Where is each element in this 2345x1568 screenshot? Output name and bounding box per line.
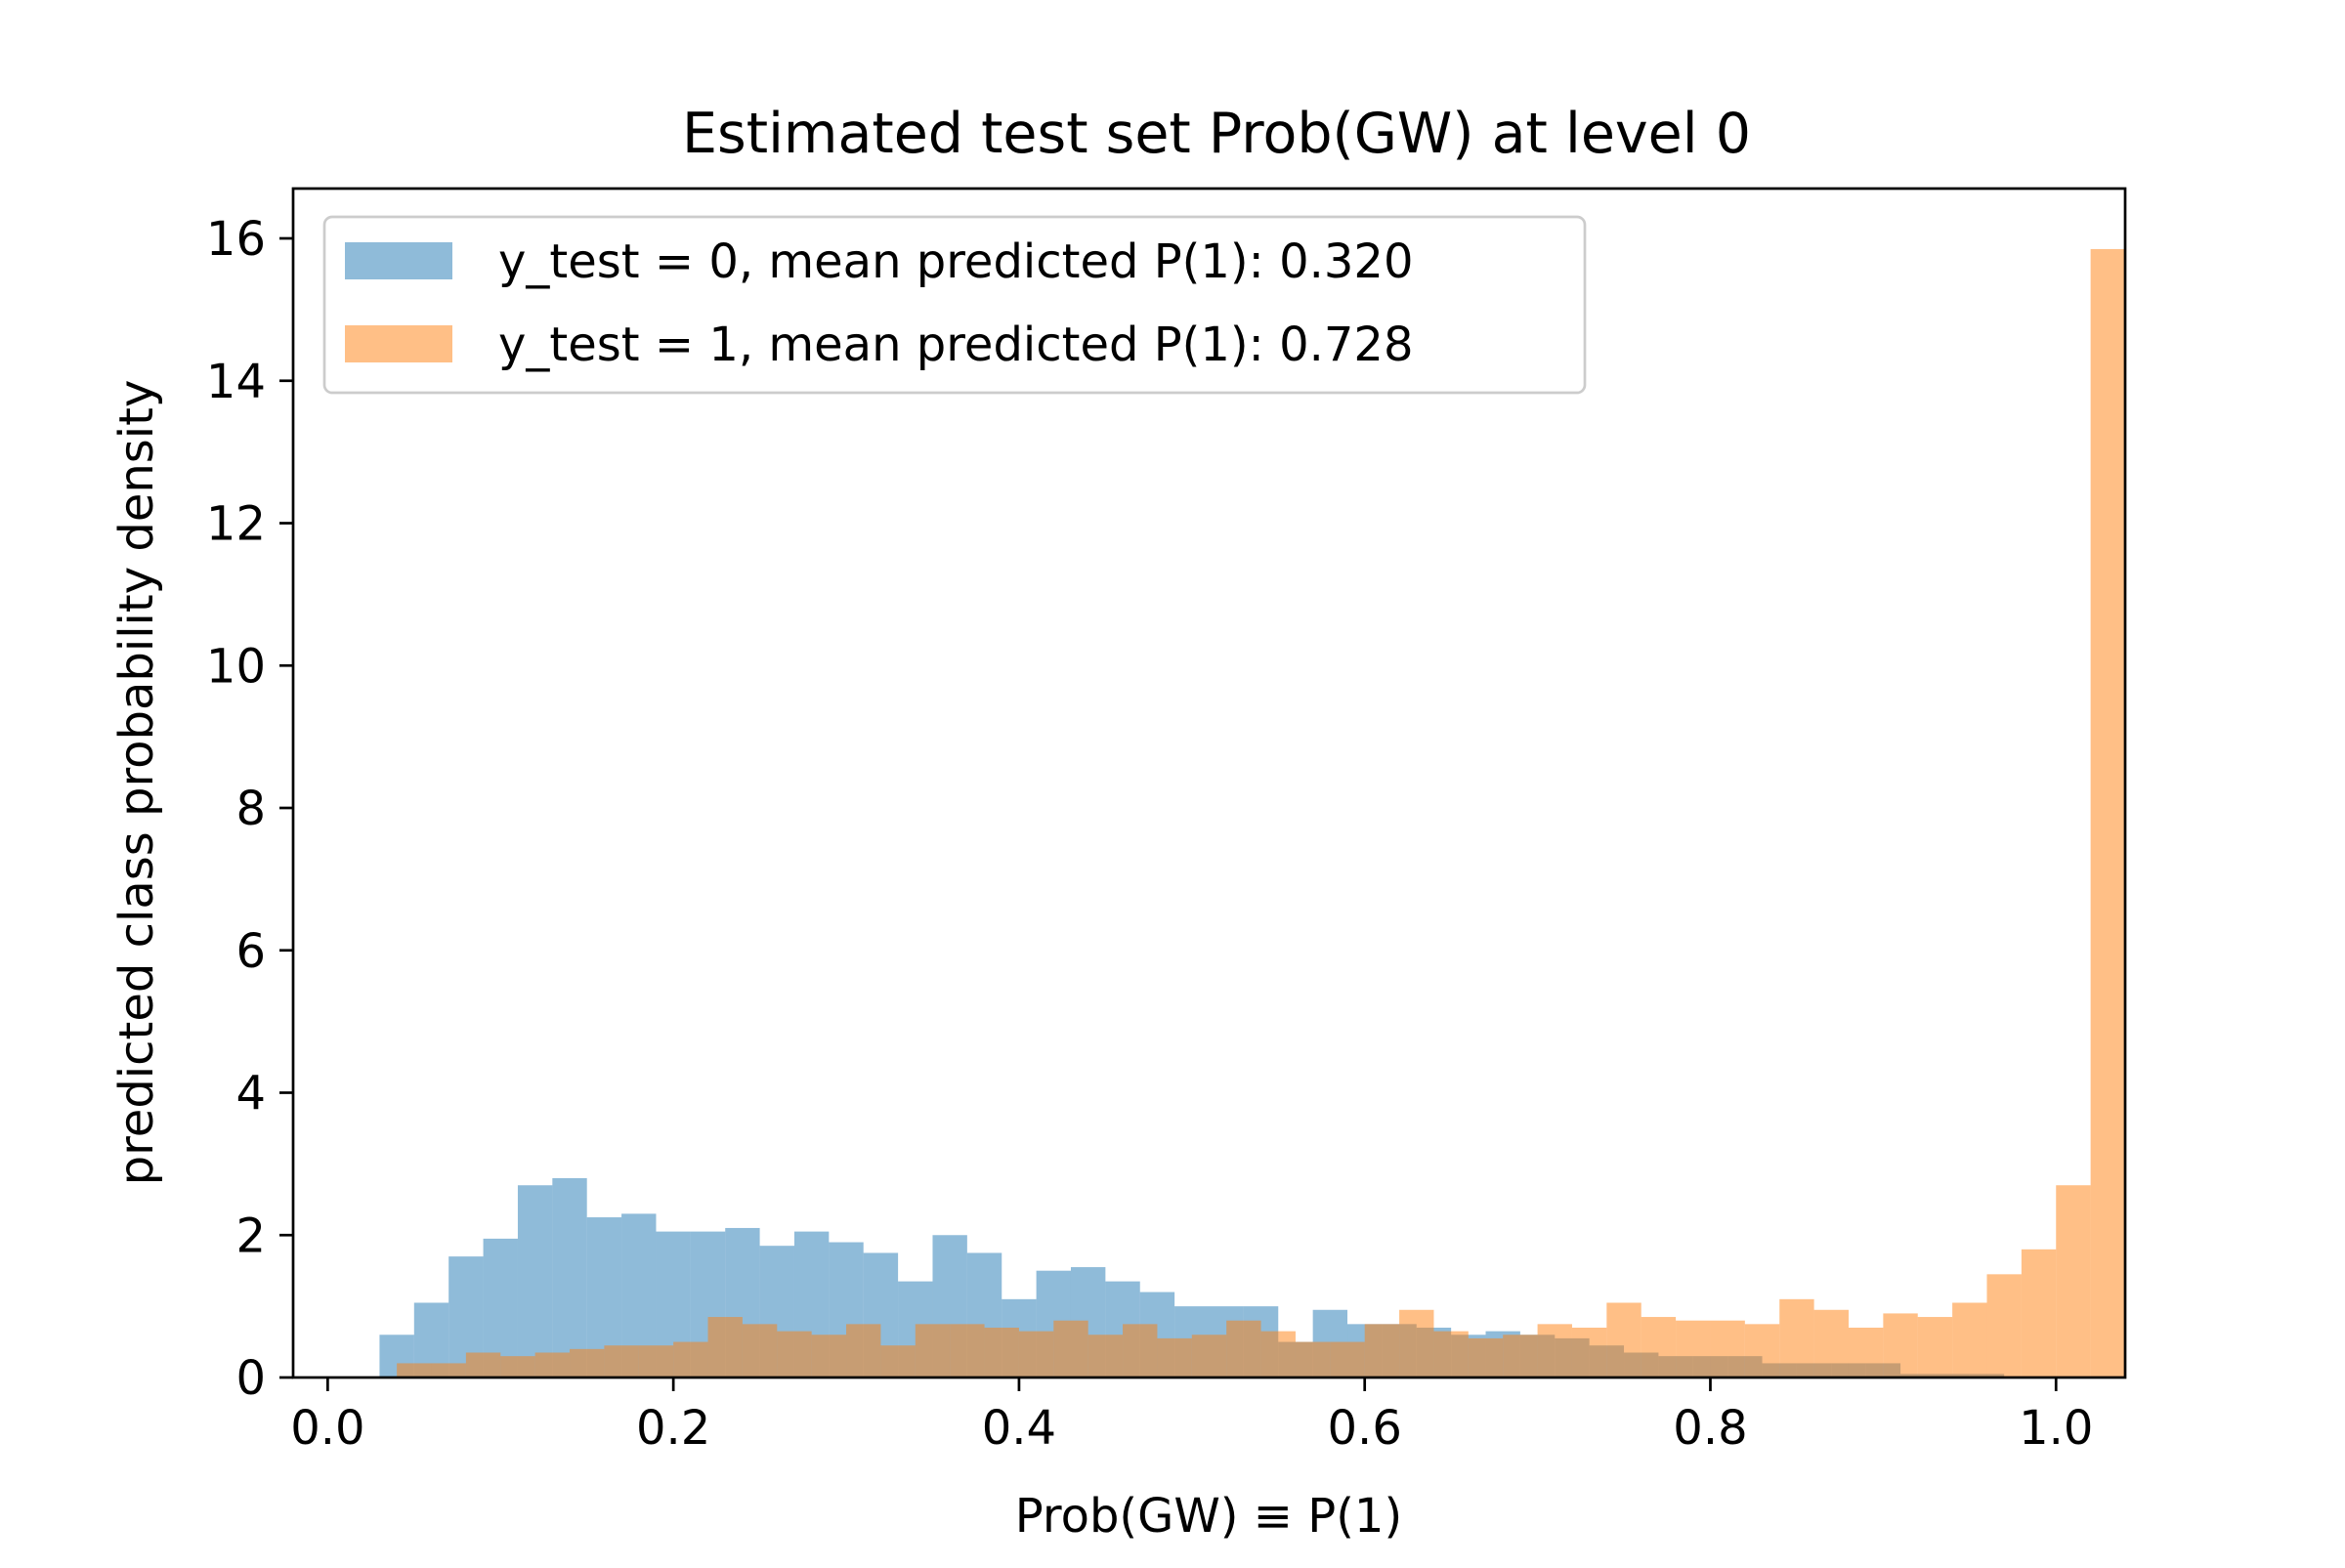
legend: y_test = 0, mean predicted P(1): 0.320 y… [322, 215, 1587, 395]
histogram-bar [1537, 1324, 1572, 1377]
histogram-bar [1260, 1331, 1296, 1377]
series-1-bars [397, 248, 2125, 1377]
histogram-bar [465, 1352, 501, 1377]
histogram-bar [1986, 1274, 2022, 1377]
x-axis-label: Prob(GW) ≡ P(1) [1015, 1489, 1402, 1544]
histogram-bar [534, 1352, 571, 1377]
histogram-bar [1018, 1331, 1054, 1377]
y-tick-label: 0 [235, 1351, 266, 1406]
y-tick-label: 2 [235, 1208, 266, 1263]
y-tick-label: 14 [206, 355, 266, 409]
legend-swatch-series-1 [345, 325, 452, 362]
histogram-bar [1503, 1335, 1538, 1377]
y-tick-label: 8 [235, 782, 266, 836]
histogram-bar [1399, 1309, 1434, 1377]
histogram-bar [1676, 1320, 1711, 1377]
histogram-bar [707, 1317, 743, 1377]
histogram-bar [1053, 1320, 1088, 1377]
legend-box [322, 215, 1587, 395]
histogram-bar [517, 1185, 553, 1377]
x-tick-label: 0.0 [290, 1401, 364, 1456]
histogram-bar [397, 1363, 432, 1377]
histogram-bar [950, 1324, 985, 1377]
y-axis: 0 2 4 6 8 10 12 14 16 [206, 212, 293, 1406]
chart-title: Estimated test set Prob(GW) at level 0 [682, 102, 1751, 166]
histogram-bar [1330, 1341, 1365, 1377]
histogram-bar [638, 1345, 674, 1377]
histogram-bar [1883, 1313, 1918, 1377]
x-tick-label: 0.4 [982, 1401, 1056, 1456]
histogram-bar [1606, 1302, 1642, 1377]
y-tick-label: 6 [235, 924, 266, 979]
histogram-bar [2021, 1249, 2057, 1377]
y-tick-label: 16 [206, 212, 266, 267]
legend-label-series-0: y_test = 0, mean predicted P(1): 0.320 [498, 234, 1414, 289]
histogram-bar [1226, 1320, 1261, 1377]
histogram-bar [1917, 1317, 1953, 1377]
x-axis: 0.0 0.2 0.4 0.6 0.8 1.0 [290, 1377, 2093, 1456]
histogram-bar [604, 1345, 639, 1377]
x-tick-label: 1.0 [2019, 1401, 2093, 1456]
histogram-bar [1744, 1324, 1780, 1377]
histogram-bar [673, 1341, 708, 1377]
histogram-bar [1848, 1327, 1884, 1377]
histogram-bar [2090, 248, 2125, 1377]
y-tick-label: 12 [206, 497, 266, 552]
histogram-bar [984, 1327, 1019, 1377]
legend-label-series-1: y_test = 1, mean predicted P(1): 0.728 [498, 318, 1414, 372]
histogram-bar [1433, 1331, 1469, 1377]
histogram-bar [1295, 1341, 1331, 1377]
histogram-bar [552, 1177, 587, 1377]
histogram-bar [742, 1324, 778, 1377]
x-tick-label: 0.2 [636, 1401, 710, 1456]
histogram-bar [777, 1331, 812, 1377]
histogram-bar [1641, 1317, 1677, 1377]
histogram-bar [1191, 1335, 1227, 1377]
y-axis-label: predicted class probability density [109, 380, 164, 1186]
histogram-bar [1157, 1337, 1192, 1377]
histogram-bar [1087, 1335, 1124, 1377]
histogram-bar [1952, 1302, 1987, 1377]
histogram-bar [1710, 1320, 1745, 1377]
histogram-bar [500, 1356, 535, 1377]
histogram-bar [915, 1324, 951, 1377]
legend-swatch-series-0 [345, 242, 452, 279]
histogram-bar [811, 1335, 847, 1377]
x-tick-label: 0.6 [1328, 1401, 1402, 1456]
histogram-bar [2056, 1185, 2091, 1377]
histogram-bar [431, 1363, 466, 1377]
histogram-bar [1779, 1298, 1814, 1377]
histogram-bar [1571, 1327, 1607, 1377]
x-tick-label: 0.8 [1673, 1401, 1747, 1456]
histogram-bar [880, 1345, 916, 1377]
y-tick-label: 10 [206, 639, 266, 694]
histogram-bar [1123, 1324, 1158, 1377]
histogram-bar [846, 1324, 881, 1377]
y-tick-label: 4 [235, 1067, 266, 1122]
bars-layer [379, 248, 2125, 1377]
plot-frame [291, 187, 2127, 1379]
histogram-bar [1364, 1324, 1400, 1377]
histogram-bar [1813, 1309, 1849, 1377]
histogram-bar [1468, 1337, 1504, 1377]
histogram-bar [570, 1348, 605, 1377]
